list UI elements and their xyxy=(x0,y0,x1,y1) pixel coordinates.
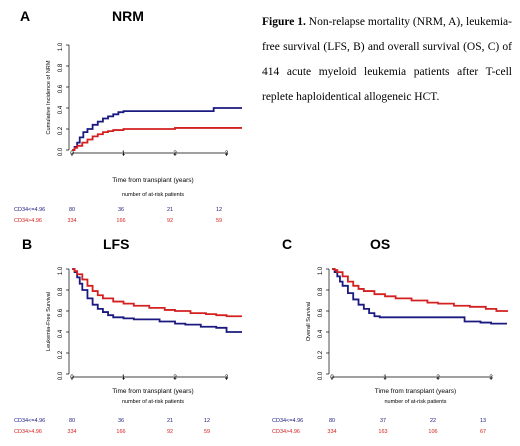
y-axis-label: Cumulative Incidence of NRM xyxy=(46,60,52,134)
panel-title-b: LFS xyxy=(103,236,130,252)
y-tick-label: 0.6 xyxy=(58,84,64,93)
caption-text: Non-relapse mortality (NRM, A), leukemia… xyxy=(262,16,512,103)
x-axis-label: Time from transplant (years) xyxy=(112,177,193,184)
x-tick-label: 2 xyxy=(173,150,177,157)
risk-count: 21 xyxy=(167,418,173,424)
risk-table-header: number of at-risk patients xyxy=(122,192,184,198)
x-axis-label: Time from transplant (years) xyxy=(112,388,193,395)
y-tick-label: 0.0 xyxy=(58,147,64,156)
x-tick-label: 3 xyxy=(225,150,229,157)
risk-row-label: CD34<=4.96 xyxy=(14,207,45,213)
risk-count: 59 xyxy=(204,429,210,435)
series-line-low-cd34 xyxy=(332,268,507,325)
risk-count: 13 xyxy=(480,418,486,424)
risk-count: 334 xyxy=(327,429,336,435)
panel-letter-b: B xyxy=(22,236,33,252)
risk-count: 106 xyxy=(428,429,437,435)
figure-caption: Figure 1. Non-relapse mortality (NRM, A)… xyxy=(262,10,512,110)
y-tick-label: 0.8 xyxy=(58,287,64,296)
y-tick-label: 0.0 xyxy=(58,371,64,380)
risk-table-header: number of at-risk patients xyxy=(384,399,446,405)
x-tick-label: 2 xyxy=(436,374,440,381)
risk-count: 22 xyxy=(430,418,436,424)
panel-letter-c: C xyxy=(282,236,293,252)
y-tick-label: 0.4 xyxy=(58,105,64,114)
risk-count: 334 xyxy=(67,218,76,224)
y-tick-label: 0.2 xyxy=(58,126,64,135)
caption-label: Figure 1. xyxy=(262,16,306,28)
risk-table-header: number of at-risk patients xyxy=(122,399,184,405)
risk-count: 166 xyxy=(116,429,125,435)
y-tick-label: 0.2 xyxy=(58,350,64,359)
risk-count: 166 xyxy=(116,218,125,224)
y-tick-label: 0.4 xyxy=(58,329,64,338)
panel-title-c: OS xyxy=(370,236,391,252)
risk-count: 12 xyxy=(204,418,210,424)
risk-count: 80 xyxy=(329,418,335,424)
risk-row-label: CD34>4.96 xyxy=(272,429,300,435)
risk-count: 80 xyxy=(69,418,75,424)
x-tick-label: 1 xyxy=(122,150,126,157)
y-tick-label: 0.8 xyxy=(58,63,64,72)
series-line-low-cd34 xyxy=(72,107,242,151)
risk-count: 334 xyxy=(67,429,76,435)
y-tick-label: 1.0 xyxy=(58,42,64,51)
y-tick-label: 0.6 xyxy=(58,308,64,317)
x-tick-label: 0 xyxy=(70,150,74,157)
y-tick-label: 1.0 xyxy=(318,266,324,275)
risk-row-label: CD34<=4.96 xyxy=(272,418,303,424)
risk-count: 21 xyxy=(167,207,173,213)
x-tick-label: 3 xyxy=(225,374,229,381)
risk-row-label: CD34<=4.96 xyxy=(14,418,45,424)
series-line-high-cd34 xyxy=(72,268,242,318)
risk-count: 67 xyxy=(480,429,486,435)
risk-count: 163 xyxy=(378,429,387,435)
y-tick-label: 0.0 xyxy=(318,371,324,380)
y-tick-label: 0.4 xyxy=(318,329,324,338)
risk-count: 92 xyxy=(167,218,173,224)
x-tick-label: 1 xyxy=(122,374,126,381)
y-tick-label: 0.2 xyxy=(318,350,324,359)
y-tick-label: 1.0 xyxy=(58,266,64,275)
risk-row-label: CD34>4.96 xyxy=(14,429,42,435)
os-chart: 0.0 0.2 0.4 0.6 0.8 1.0 0 1 2 3 Overall Survival Ti… xyxy=(272,266,508,435)
x-tick-label: 2 xyxy=(173,374,177,381)
risk-row-label: CD34>4.96 xyxy=(14,218,42,224)
y-axis-label: Leukemia-Free Survival xyxy=(46,292,52,351)
x-tick-label: 3 xyxy=(489,374,493,381)
risk-count: 92 xyxy=(167,429,173,435)
series-line-low-cd34 xyxy=(72,268,242,333)
risk-count: 80 xyxy=(69,207,75,213)
x-axis-label: Time from transplant (years) xyxy=(375,388,456,395)
risk-count: 12 xyxy=(216,207,222,213)
x-tick-label: 0 xyxy=(330,374,334,381)
x-tick-label: 0 xyxy=(70,374,74,381)
risk-count: 37 xyxy=(380,418,386,424)
x-tick-label: 1 xyxy=(383,374,387,381)
panel-letter-a: A xyxy=(20,8,31,24)
series-line-high-cd34 xyxy=(332,268,508,313)
risk-count: 36 xyxy=(118,207,124,213)
y-axis-label: Overall Survival xyxy=(306,302,312,341)
panel-title-a: NRM xyxy=(112,8,144,24)
series-line-high-cd34 xyxy=(72,127,242,151)
risk-count: 36 xyxy=(118,418,124,424)
y-tick-label: 0.8 xyxy=(318,287,324,296)
risk-count: 59 xyxy=(216,218,222,224)
y-tick-label: 0.6 xyxy=(318,308,324,317)
